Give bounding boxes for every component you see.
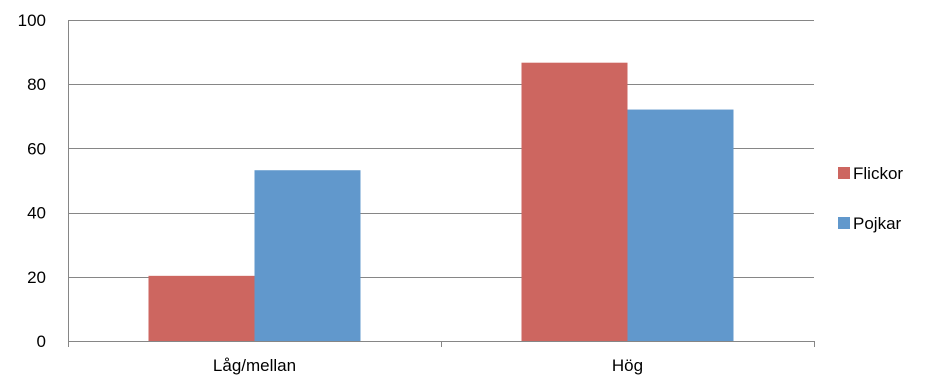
legend-label-pojkar: Pojkar [853,214,902,233]
legend-swatch-pojkar [838,217,850,229]
y-tick-label: 80 [27,75,46,94]
y-tick-label: 40 [27,204,46,223]
bar-pojkar-1 [627,109,734,342]
y-tick-labels: 0 20 40 60 80 100 [18,11,46,351]
x-category-label: Låg/mellan [213,356,296,375]
legend-label-flickor: Flickor [853,164,903,183]
bar-pojkar-0 [254,170,361,341]
bars [148,62,734,342]
x-category-label: Hög [612,356,643,375]
bar-flickor-1 [521,62,628,342]
y-tick-label: 100 [18,11,46,30]
y-tick-label: 0 [37,332,46,351]
bar-flickor-0 [148,275,255,341]
legend: Flickor Pojkar [838,164,903,233]
axes [68,20,815,347]
x-category-labels: Låg/mellan Hög [213,356,643,375]
y-tick-label: 60 [27,139,46,158]
legend-swatch-flickor [838,167,850,179]
y-tick-label: 20 [27,268,46,287]
